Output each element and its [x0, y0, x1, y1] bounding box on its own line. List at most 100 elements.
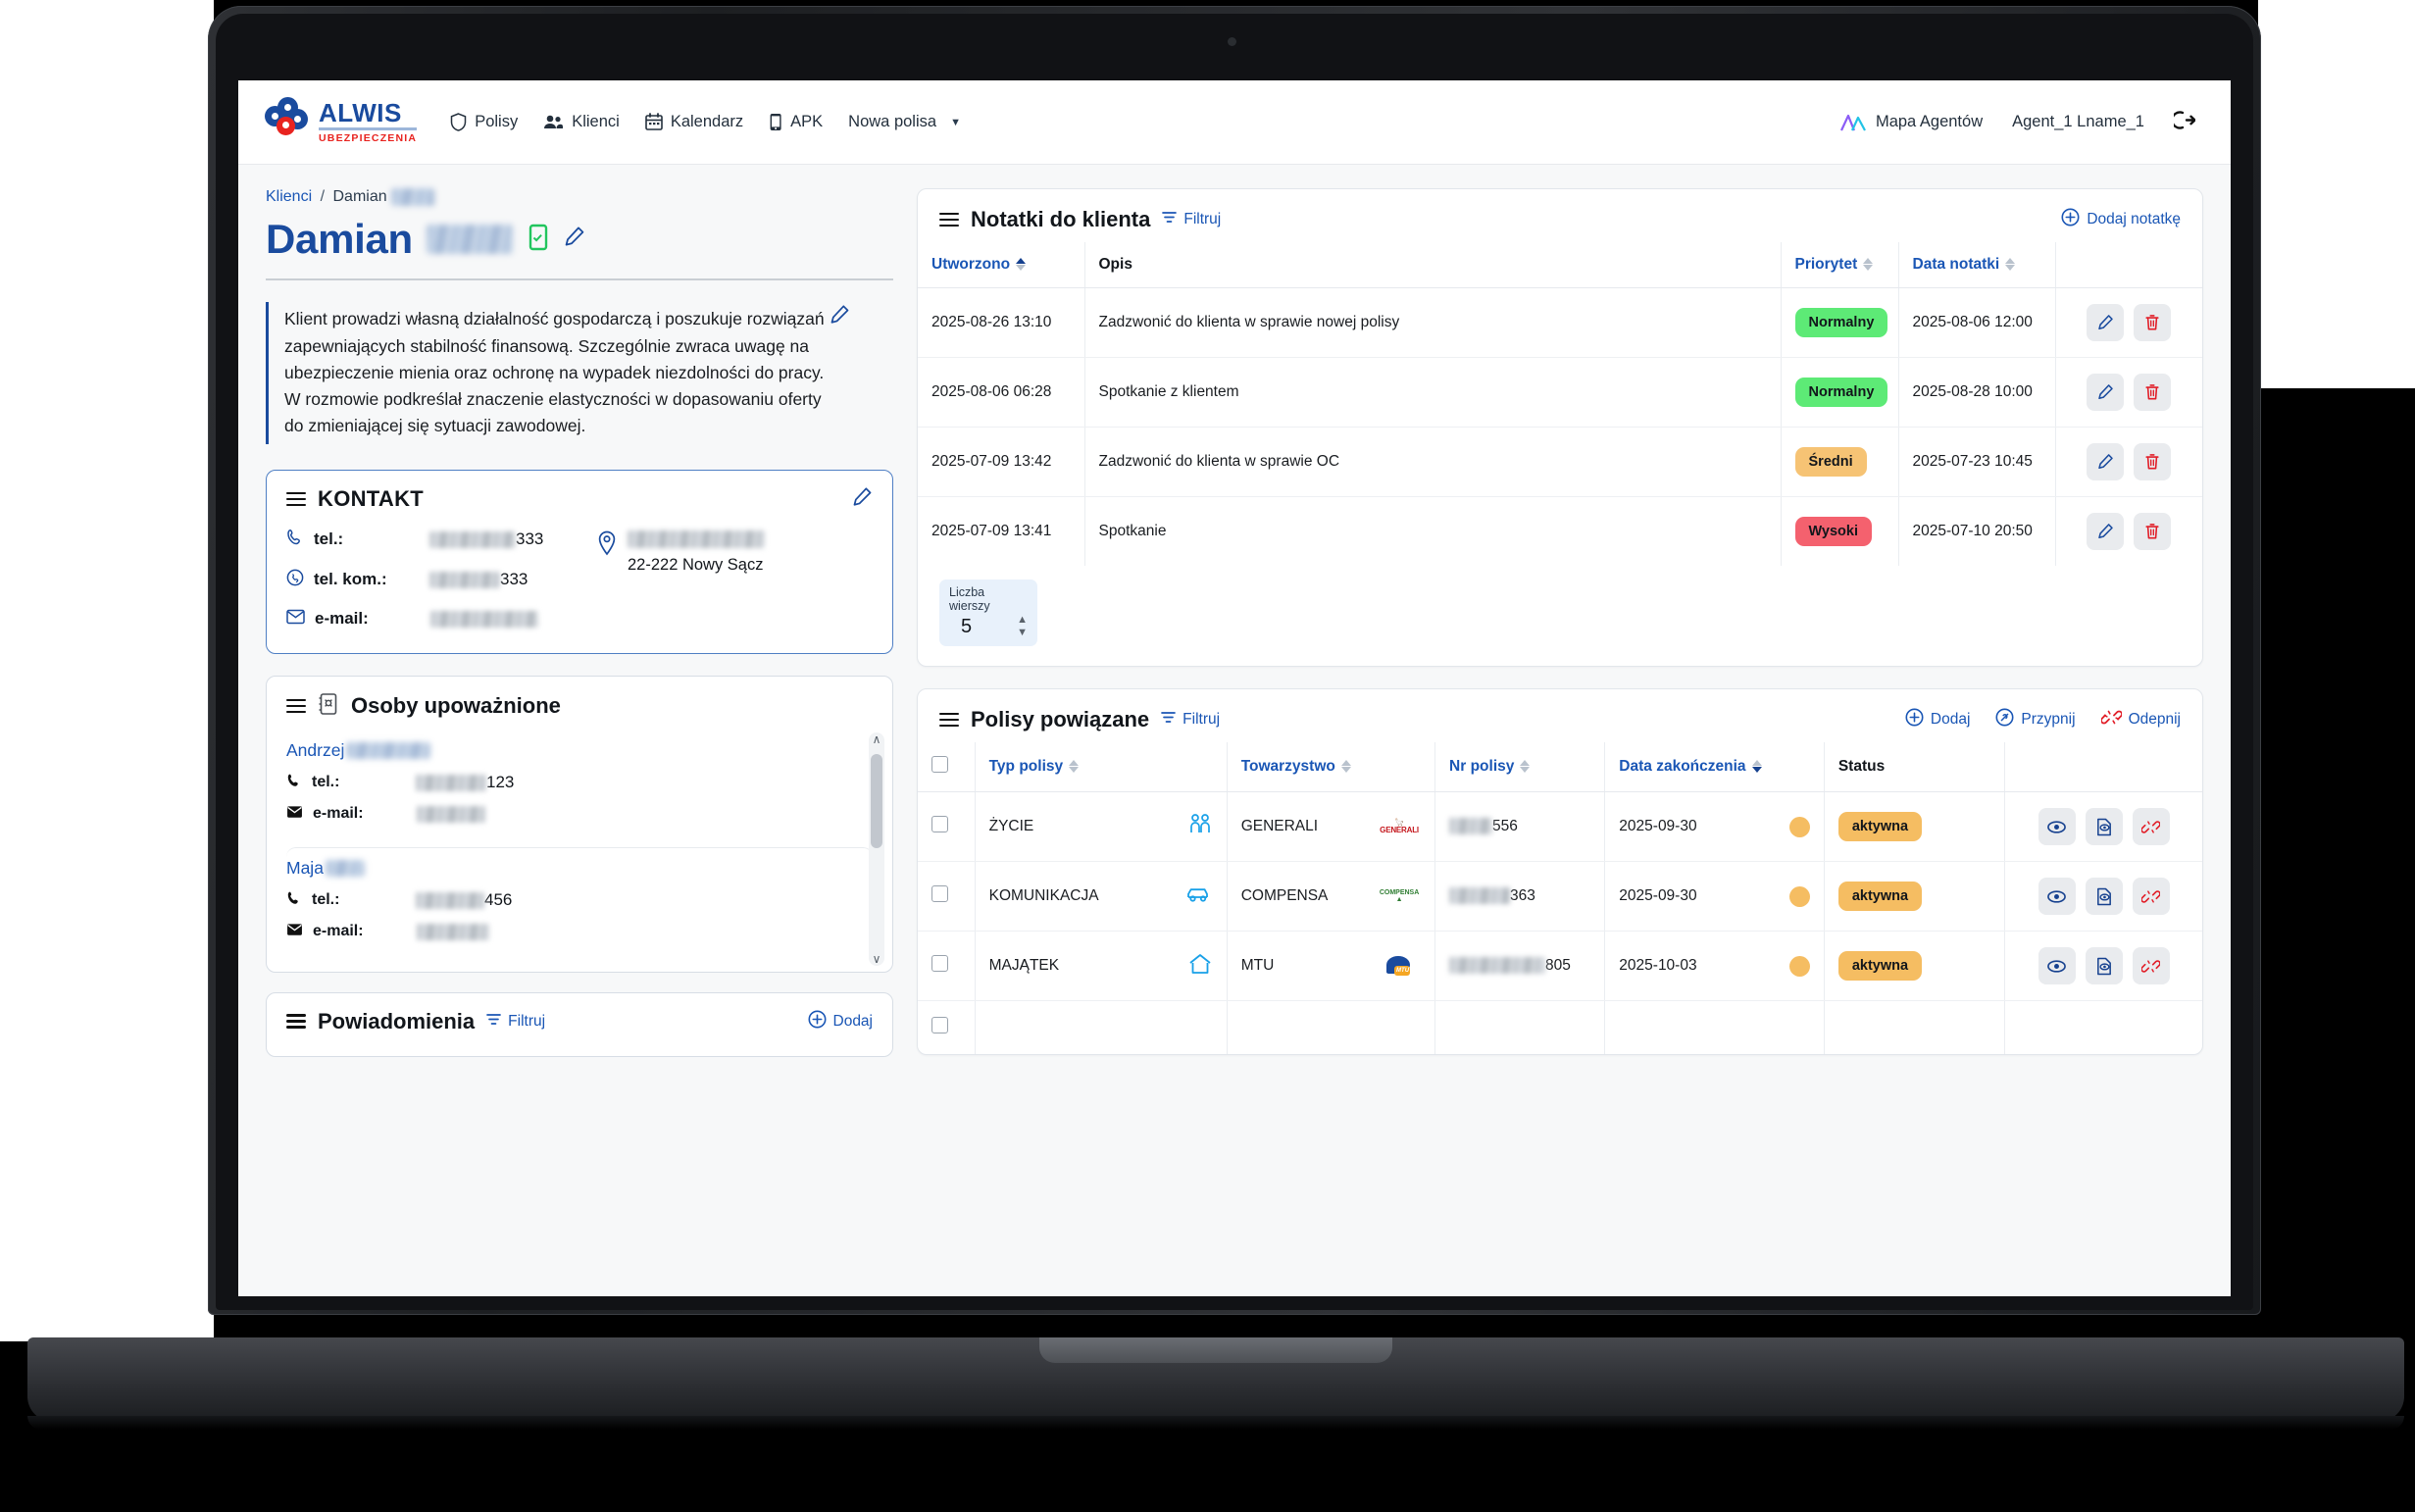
powiadomienia-add-button[interactable]: Dodaj — [808, 1010, 873, 1033]
edit-note-pencil-icon[interactable] — [830, 304, 850, 330]
col-nr-polisy[interactable]: Nr polisy — [1434, 742, 1605, 792]
kontakt-title: KONTAKT — [318, 486, 425, 512]
polisa-select-checkbox-cell[interactable] — [918, 791, 976, 862]
edit-notatka-button[interactable] — [2087, 513, 2125, 550]
table-row[interactable]: 2025-07-09 13:41 Spotkanie Wysoki 2025-0… — [918, 496, 2202, 566]
preview-document-button[interactable] — [2085, 808, 2123, 845]
col-towarzystwo[interactable]: Towarzystwo — [1226, 742, 1435, 792]
background-plate-right — [2258, 0, 2415, 388]
page-title-row: Damian — [266, 216, 893, 263]
brand-logo[interactable]: ALWIS UBEZPIECZENIA — [264, 96, 418, 147]
polisy-filter-button[interactable]: Filtruj — [1161, 711, 1220, 729]
table-row[interactable]: ŻYCIE GENERALI 🦙 GEN — [918, 791, 2202, 862]
polisy-add-button[interactable]: Dodaj — [1905, 708, 1970, 731]
osoba-name[interactable]: Maja — [286, 858, 873, 879]
edit-notatka-button[interactable] — [2087, 304, 2125, 341]
nav-item-klienci[interactable]: Klienci — [543, 113, 620, 131]
scroll-up-icon[interactable]: ∧ — [872, 731, 881, 746]
drag-handle-icon[interactable] — [939, 712, 959, 728]
edit-kontakt-pencil-icon[interactable] — [852, 486, 873, 513]
col-typ-polisy[interactable]: Typ polisy — [974, 742, 1228, 792]
row-checkbox[interactable] — [931, 955, 948, 972]
rows-per-page-stepper[interactable]: ▲ ▼ — [1017, 615, 1028, 638]
col-select-all[interactable] — [918, 742, 976, 792]
row-checkbox[interactable] — [931, 816, 948, 832]
col-data-zakonczenia[interactable]: Data zakończenia — [1604, 742, 1825, 792]
col-utworzono[interactable]: Utworzono — [918, 242, 1084, 288]
preview-document-button[interactable] — [2085, 947, 2123, 984]
delete-notatka-button[interactable] — [2134, 513, 2172, 550]
delete-notatka-button[interactable] — [2134, 374, 2172, 411]
polisa-towarzystwo: GENERALI 🦙 GENERALI — [1226, 791, 1435, 862]
osoby-scrollbar[interactable]: ∧ ∨ — [869, 731, 884, 966]
nav-item-kalendarz[interactable]: Kalendarz — [645, 113, 743, 131]
col-data-notatki[interactable]: Data notatki — [1897, 242, 2055, 288]
view-polisa-button[interactable] — [2038, 947, 2076, 984]
breadcrumb: Klienci / Damian — [266, 188, 893, 206]
view-polisa-button[interactable] — [2038, 878, 2076, 915]
edit-name-pencil-icon[interactable] — [564, 226, 585, 253]
osoba-email-value — [417, 923, 489, 940]
table-row[interactable] — [918, 1000, 2202, 1055]
notatka-actions — [2054, 357, 2202, 428]
preview-document-button[interactable] — [2085, 878, 2123, 915]
table-row[interactable]: KOMUNIKACJA COMPENSA — [918, 861, 2202, 932]
agent-name[interactable]: Agent_1 Lname_1 — [2012, 113, 2144, 130]
notatki-add-button[interactable]: Dodaj notatkę — [2061, 208, 2181, 231]
edit-notatka-button[interactable] — [2087, 374, 2125, 411]
polisa-select-checkbox-cell[interactable] — [918, 861, 976, 932]
phone-verified-icon[interactable] — [527, 224, 550, 256]
powiadomienia-filter-button[interactable]: Filtruj — [486, 1013, 545, 1031]
breadcrumb-root[interactable]: Klienci — [266, 188, 313, 206]
nav-item-nowa-polisa[interactable]: Nowa polisa ▼ — [848, 113, 961, 131]
osoba-phone-label: tel.: — [312, 774, 340, 791]
row-checkbox[interactable] — [931, 1017, 948, 1033]
table-row[interactable]: 2025-08-26 13:10 Zadzwonić do klienta w … — [918, 287, 2202, 358]
nav-item-apk[interactable]: APK — [769, 113, 823, 131]
edit-notatka-button[interactable] — [2087, 443, 2125, 480]
osoba-surname-redacted — [346, 741, 431, 759]
unpin-polisa-button[interactable] — [2132, 947, 2170, 984]
car-icon — [1185, 883, 1213, 910]
polisa-select-checkbox-cell[interactable] — [918, 1001, 975, 1055]
nav-item-polisy[interactable]: Polisy — [450, 113, 518, 131]
notatki-filter-button[interactable]: Filtruj — [1162, 211, 1221, 228]
row-checkbox[interactable] — [931, 885, 948, 902]
notatka-priorytet: Normalny — [1780, 357, 1898, 428]
table-row[interactable]: 2025-08-06 06:28 Spotkanie z klientem No… — [918, 357, 2202, 428]
notatki-table-body: 2025-08-26 13:10 Zadzwonić do klienta w … — [918, 287, 2202, 566]
view-polisa-button[interactable] — [2038, 808, 2076, 845]
table-row[interactable]: 2025-07-09 13:42 Zadzwonić do klienta w … — [918, 427, 2202, 497]
kontakt-mobile-value: 333 — [429, 570, 528, 589]
drag-handle-icon[interactable] — [286, 698, 306, 714]
scroll-down-icon[interactable]: ∨ — [872, 951, 881, 966]
osoba-name[interactable]: Andrzej — [286, 740, 873, 761]
osoby-card: Osoby upoważnione Andrzej tel.: — [266, 675, 893, 973]
laptop-foot — [27, 1416, 2404, 1430]
mail-icon — [286, 923, 303, 941]
drag-handle-icon[interactable] — [286, 491, 306, 507]
polisa-data-zakonczenia — [1604, 1000, 1825, 1054]
drag-handle-icon[interactable] — [286, 1014, 306, 1029]
unpin-polisa-button[interactable] — [2132, 878, 2170, 915]
rows-per-page-input[interactable]: Liczba wierszy 5 ▲ ▼ — [939, 580, 1037, 646]
logout-icon[interactable] — [2171, 110, 2196, 135]
delete-notatka-button[interactable] — [2134, 304, 2172, 341]
rows-per-page-label: Liczba wierszy — [949, 585, 990, 613]
polisy-unpin-button[interactable]: Odepnij — [2099, 708, 2181, 731]
polisy-pin-button[interactable]: Przypnij — [1995, 708, 2076, 731]
nav-item-mapa-agentow[interactable]: Mapa Agentów — [1838, 112, 1983, 133]
select-all-checkbox[interactable] — [931, 756, 948, 773]
phone-icon — [286, 890, 302, 911]
col-priorytet[interactable]: Priorytet — [1780, 242, 1898, 288]
drag-handle-icon[interactable] — [939, 212, 959, 227]
delete-notatka-button[interactable] — [2134, 443, 2172, 480]
table-row[interactable]: MAJĄTEK MTU MTU — [918, 931, 2202, 1001]
unpin-polisa-button[interactable] — [2132, 808, 2170, 845]
scrollbar-thumb[interactable] — [871, 753, 882, 848]
plus-circle-icon — [2061, 208, 2080, 231]
stepper-up-icon[interactable]: ▲ — [1017, 614, 1028, 626]
stepper-down-icon[interactable]: ▼ — [1017, 627, 1028, 638]
list-item: Maja tel.: 456 — [286, 846, 873, 965]
polisa-select-checkbox-cell[interactable] — [918, 931, 976, 1001]
